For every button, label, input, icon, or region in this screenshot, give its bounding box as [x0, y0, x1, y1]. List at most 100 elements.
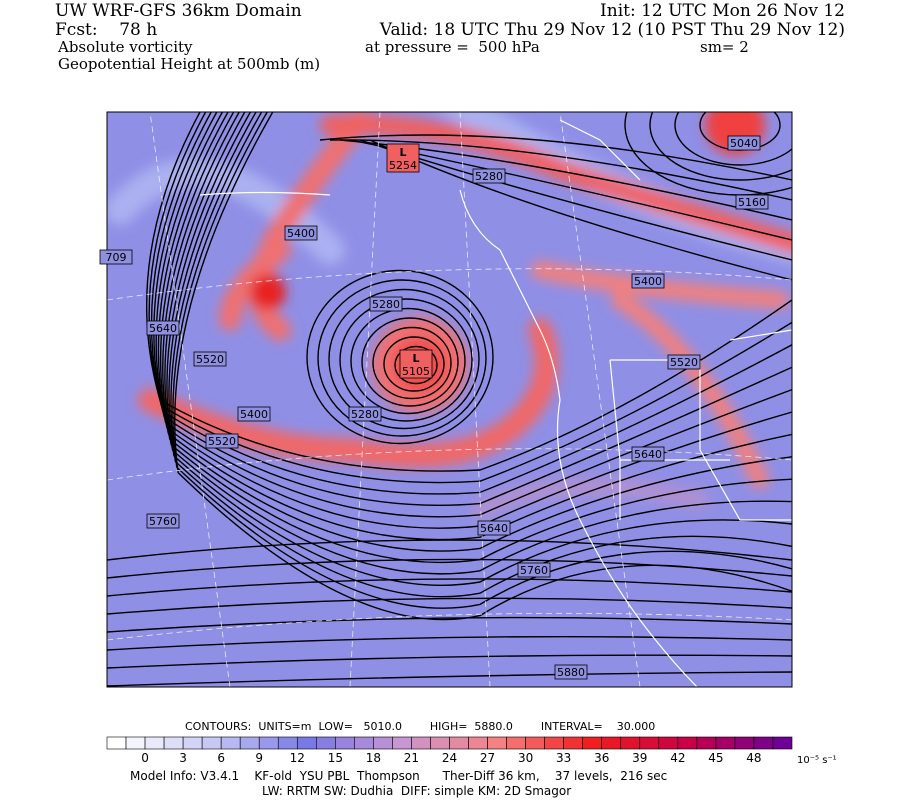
- contour-label: 5040: [730, 137, 758, 150]
- contour-field: Geopotential Height at 500mb (m): [58, 55, 320, 73]
- height-contours: [107, 112, 792, 687]
- contour: [153, 112, 792, 507]
- colorbar-box: [201, 736, 222, 750]
- colorbar-box: [411, 736, 431, 750]
- contour-label: 5520: [670, 356, 698, 369]
- colorbar-tick-label: 18: [366, 751, 381, 765]
- contour: [107, 558, 792, 579]
- contour-info: CONTOURS: UNITS=m LOW= 5010.0 HIGH= 5880…: [185, 720, 655, 733]
- low-box: [386, 143, 420, 173]
- init-time: Init: 12 UTC Mon 26 Nov 12: [600, 1, 845, 21]
- colorbar-tick-label: 24: [442, 751, 457, 765]
- colorbar: 0 3 6 9 12 15 18 21 24 27 30 33 36 39 42 45 48: [106, 736, 793, 765]
- smoothing: sm= 2: [700, 38, 749, 56]
- colorbar-tick-label: 48: [746, 751, 761, 765]
- colorbar-box: [430, 736, 450, 750]
- contour: [319, 134, 792, 181]
- contour: [172, 112, 792, 609]
- contour-label: 5640: [480, 522, 508, 535]
- contour: [145, 112, 792, 472]
- colorbar-tick-label: 45: [708, 751, 723, 765]
- forecast-hour: Fcst: 78 h: [55, 20, 157, 40]
- contour: [306, 269, 494, 445]
- pressure-level: at pressure = 500 hPa: [365, 38, 540, 56]
- colorbar-box: [144, 736, 165, 750]
- label-box: [348, 406, 382, 422]
- contour: [361, 317, 459, 407]
- title: UW WRF-GFS 36km Domain: [55, 1, 302, 21]
- colorbar-box: [316, 736, 336, 750]
- colorbar-tick-label: 9: [255, 751, 263, 765]
- contour-label: 5280: [351, 408, 379, 421]
- contour: [107, 654, 792, 669]
- colorbar-box: [544, 736, 564, 750]
- contour: [394, 345, 438, 385]
- colorbar-box: [658, 736, 679, 750]
- label-box: [517, 562, 551, 578]
- contour-label: 5640: [149, 322, 177, 335]
- contour: [649, 112, 792, 181]
- label-box: [146, 320, 180, 336]
- contour: [155, 112, 792, 518]
- label-box: [237, 406, 271, 422]
- contour: [339, 298, 473, 422]
- colorbar-box: [373, 736, 393, 750]
- contour: [107, 597, 792, 615]
- colorbar-box: [239, 736, 260, 750]
- contour: [107, 671, 792, 687]
- low-box: [399, 349, 433, 379]
- colorbar-tick-label: 21: [404, 751, 419, 765]
- contour: [107, 635, 792, 651]
- colorbar-box: [106, 736, 127, 750]
- label-box: [193, 351, 227, 367]
- contour: [162, 112, 792, 552]
- colorbar-box: [582, 736, 603, 750]
- colorbar-tick-label: 0: [141, 751, 149, 765]
- contour: [148, 112, 792, 484]
- colorbar-tick-label: 36: [594, 751, 609, 765]
- colorbar-box: [392, 736, 412, 750]
- colorbar-tick-label: 15: [328, 751, 343, 765]
- label-box: [667, 354, 701, 370]
- label-box: [735, 194, 769, 210]
- contour-label: 5880: [557, 666, 585, 679]
- contour: [157, 112, 792, 529]
- colorbar-tick-label: 33: [556, 751, 571, 765]
- label-box: [284, 225, 318, 241]
- contour-label: 5400: [634, 275, 662, 288]
- contour-label: 5400: [240, 408, 268, 421]
- vorticity-field: [107, 112, 792, 519]
- contour: [328, 288, 480, 430]
- label-box: [369, 296, 403, 312]
- contour: [350, 307, 466, 415]
- contour-label: 5640: [634, 448, 662, 461]
- contour-label: 5280: [372, 298, 400, 311]
- colorbar-tick-label: 30: [518, 751, 533, 765]
- contour-label: 5160: [738, 196, 766, 209]
- colorbar-box: [258, 736, 279, 750]
- label-box: [631, 446, 665, 462]
- contour: [107, 539, 792, 561]
- colorbar-box: [734, 736, 755, 750]
- colorbar-tick-label: 39: [632, 751, 647, 765]
- colorbar-box: [125, 736, 146, 750]
- colorbar-box: [525, 736, 545, 750]
- colorbar-tick-label: 27: [480, 751, 495, 765]
- colorbar-box: [639, 736, 660, 750]
- contour: [674, 112, 792, 166]
- contour-label: 5520: [196, 353, 224, 366]
- low-marker: L: [412, 352, 419, 365]
- colorbar-box: [449, 736, 469, 750]
- contour-label: 5280: [475, 170, 503, 183]
- map-frame: [106, 111, 793, 688]
- coastlines: [199, 119, 792, 687]
- field-name: Absolute vorticity: [57, 38, 193, 56]
- colorbar-box: [487, 736, 507, 750]
- contour: [170, 112, 792, 598]
- colorbar-box: [753, 736, 774, 750]
- valid-time: Valid: 18 UTC Thu 29 Nov 12 (10 PST Thu …: [379, 20, 845, 40]
- colorbar-box: [468, 736, 488, 750]
- model-info: Model Info: V3.4.1 KF-old YSU PBL Thomps…: [130, 769, 667, 783]
- label-box: [554, 664, 588, 680]
